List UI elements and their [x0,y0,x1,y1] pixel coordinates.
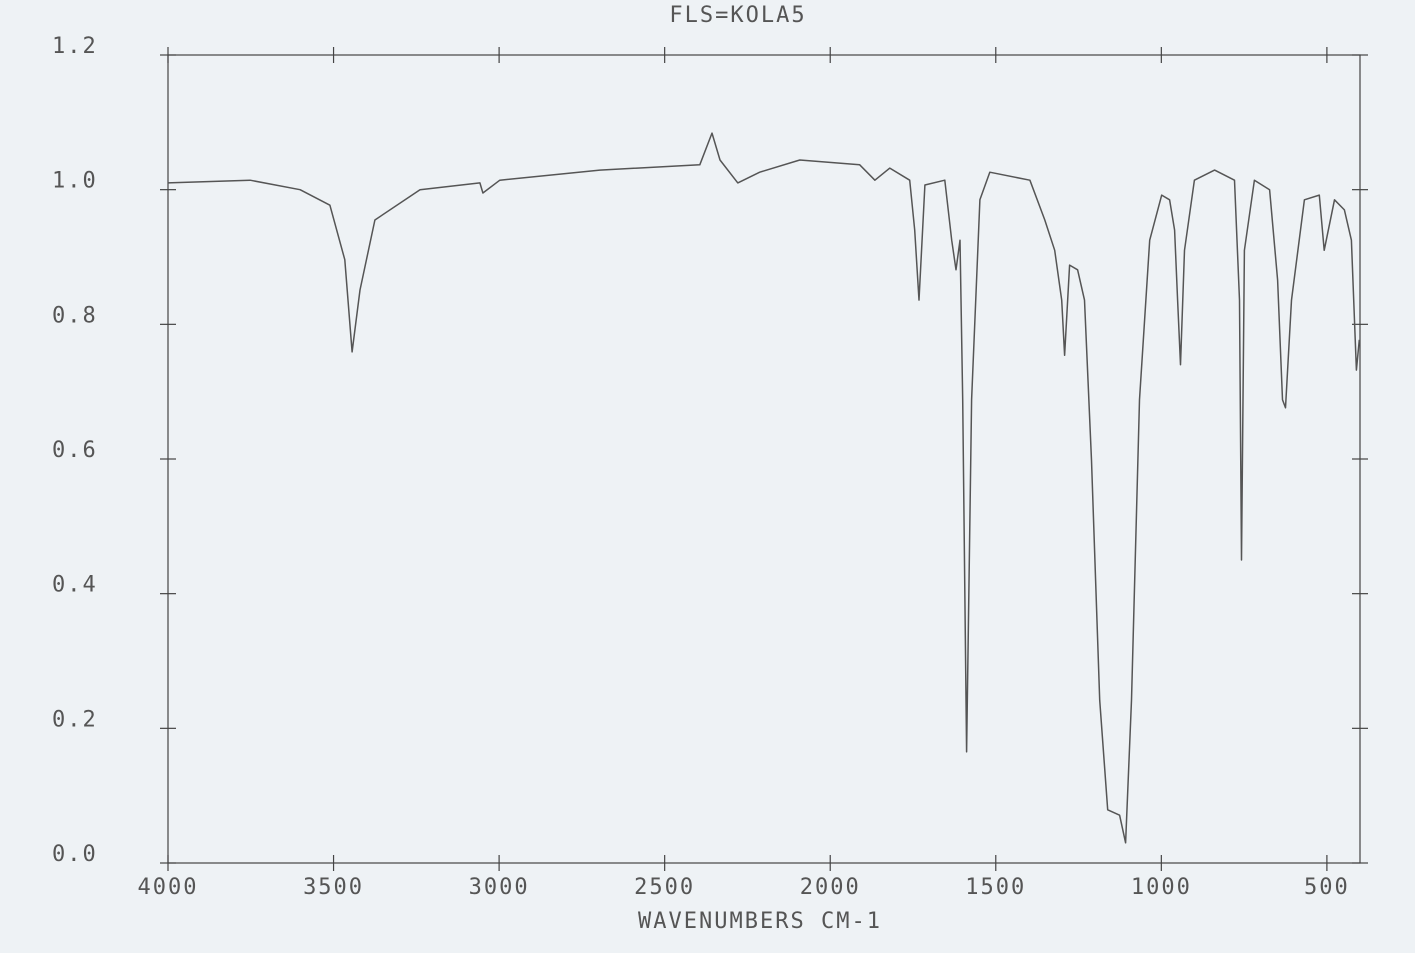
y-tick-label: 0.6 [52,438,98,463]
y-tick-label: 0.0 [52,842,98,867]
x-tick-label: 1000 [1131,875,1192,900]
x-tick-label: 1500 [965,875,1026,900]
y-tick-label: 1.0 [52,169,98,194]
x-tick-label: 3000 [469,875,530,900]
x-tick-label: 3500 [303,875,364,900]
y-tick-label: 0.4 [52,573,98,598]
x-axis-label: WAVENUMBERS CM-1 [638,909,882,934]
chart-title: FLS=KOLA5 [669,3,806,28]
x-tick-label: 2000 [800,875,861,900]
x-tick-label: 4000 [138,875,199,900]
y-tick-label: 0.8 [52,303,98,328]
y-tick-label: 0.2 [52,707,98,732]
y-tick-label: 1.2 [52,34,98,59]
x-tick-label: 2500 [634,875,695,900]
x-tick-label: 500 [1304,875,1350,900]
spectrum-line [167,132,1361,844]
